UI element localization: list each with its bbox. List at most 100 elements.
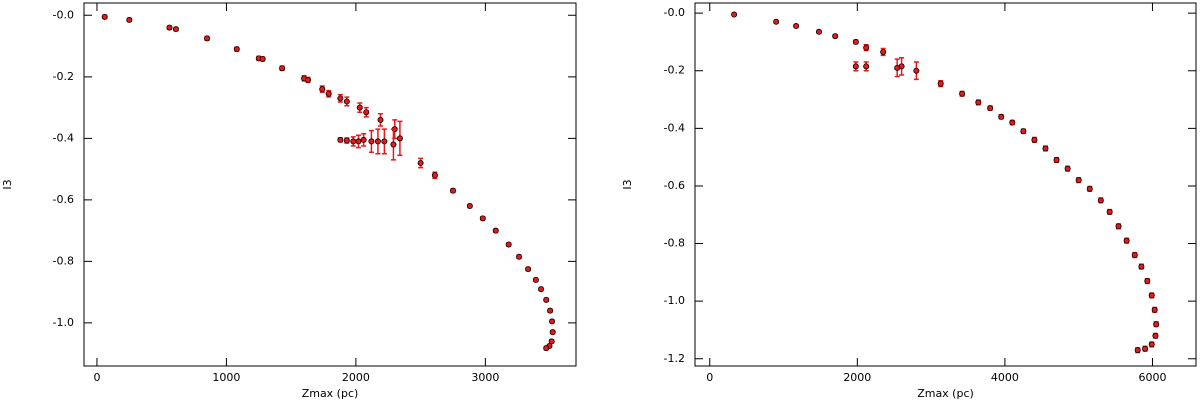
y-tick-label: -0.8 <box>664 237 685 250</box>
point <box>172 26 179 33</box>
point <box>1009 119 1016 126</box>
y-tick-label: -0.0 <box>53 8 74 21</box>
x-tick-label: 2000 <box>843 371 871 384</box>
point <box>166 24 173 31</box>
point <box>259 55 266 62</box>
y-tick-label: -0.6 <box>53 193 74 206</box>
point <box>350 138 357 145</box>
y-tick-label: -0.0 <box>664 6 685 19</box>
x-tick-label: 2000 <box>342 371 370 384</box>
point <box>417 159 424 166</box>
x-tick-label: 6000 <box>1138 371 1166 384</box>
point <box>279 65 286 72</box>
point <box>863 63 870 70</box>
point <box>913 67 920 74</box>
point <box>466 203 473 210</box>
point <box>363 109 370 116</box>
point <box>101 13 108 20</box>
point <box>1138 263 1145 270</box>
point <box>543 345 550 352</box>
point <box>396 135 403 142</box>
point <box>1152 332 1159 339</box>
y-tick-label: -0.2 <box>53 70 74 83</box>
point <box>449 187 456 194</box>
point <box>538 286 545 293</box>
point <box>381 138 388 145</box>
point <box>852 63 859 70</box>
point <box>1106 208 1113 215</box>
y-tick-label: -1.2 <box>664 352 685 365</box>
point <box>793 23 800 30</box>
point <box>343 98 350 105</box>
point <box>479 215 486 222</box>
x-axis-label: Zmax (pc) <box>917 387 974 400</box>
point <box>304 76 311 83</box>
point <box>1020 128 1027 135</box>
point <box>343 137 350 144</box>
y-tick-label: -0.6 <box>664 179 685 192</box>
point <box>1148 341 1155 348</box>
point <box>1086 185 1093 192</box>
point <box>937 80 944 87</box>
point <box>505 241 512 248</box>
panel: 0 1000 2000 3000 -0.0 -0.2 -0.4 -0.6 -0.8 -1.0 Zma… <box>1 2 577 400</box>
point <box>998 113 1005 120</box>
point <box>319 86 326 93</box>
point <box>1123 237 1130 244</box>
point <box>863 44 870 51</box>
point <box>975 99 982 106</box>
y-tick-label: -1.0 <box>664 294 685 307</box>
y-tick-label: -1.0 <box>53 316 74 329</box>
point <box>1031 136 1038 143</box>
point <box>1064 165 1071 172</box>
point <box>731 11 738 18</box>
point <box>1148 292 1155 299</box>
point <box>1097 197 1104 204</box>
x-tick-label: 1000 <box>212 371 240 384</box>
point <box>492 227 499 234</box>
panel: 0 2000 4000 6000 -0.0 -0.2 -0.4 -0.6 -0.8 -1.0 -1.… <box>621 2 1197 400</box>
point <box>773 18 780 25</box>
x-tick-label: 4000 <box>991 371 1019 384</box>
point <box>1042 145 1049 152</box>
point <box>126 16 133 23</box>
point <box>1115 223 1122 230</box>
point <box>356 104 363 111</box>
point <box>233 46 240 53</box>
point <box>1144 278 1151 285</box>
plot-frame <box>694 2 1197 367</box>
point <box>547 307 554 314</box>
point <box>898 63 905 70</box>
point <box>525 266 532 273</box>
y-tick-label: -0.2 <box>664 64 685 77</box>
point <box>374 138 381 145</box>
point <box>1142 345 1149 352</box>
x-tick-label: 3000 <box>471 371 499 384</box>
point <box>360 136 367 143</box>
y-tick-label: -0.4 <box>664 121 685 134</box>
point <box>390 141 397 148</box>
x-tick-label: 0 <box>93 371 100 384</box>
point <box>1151 306 1158 313</box>
x-tick-label: 0 <box>706 371 713 384</box>
point <box>880 48 887 55</box>
point <box>1075 177 1082 184</box>
x-axis-label: Zmax (pc) <box>302 387 359 400</box>
point <box>337 136 344 143</box>
point <box>832 33 839 40</box>
point <box>852 38 859 45</box>
point <box>959 90 966 97</box>
point <box>549 329 556 336</box>
y-tick-label: -0.4 <box>53 131 74 144</box>
point <box>431 172 438 179</box>
point <box>203 35 210 42</box>
point <box>549 318 556 325</box>
point <box>377 116 384 123</box>
point <box>355 138 362 145</box>
point <box>337 95 344 102</box>
y-axis-label: I3 <box>1 179 14 189</box>
point <box>815 28 822 35</box>
point <box>1153 321 1160 328</box>
point <box>1131 252 1138 259</box>
